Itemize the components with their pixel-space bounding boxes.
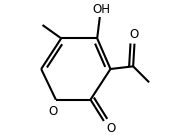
Text: O: O [106, 122, 116, 135]
Text: O: O [49, 105, 58, 118]
Text: OH: OH [92, 3, 110, 16]
Text: O: O [130, 28, 139, 41]
